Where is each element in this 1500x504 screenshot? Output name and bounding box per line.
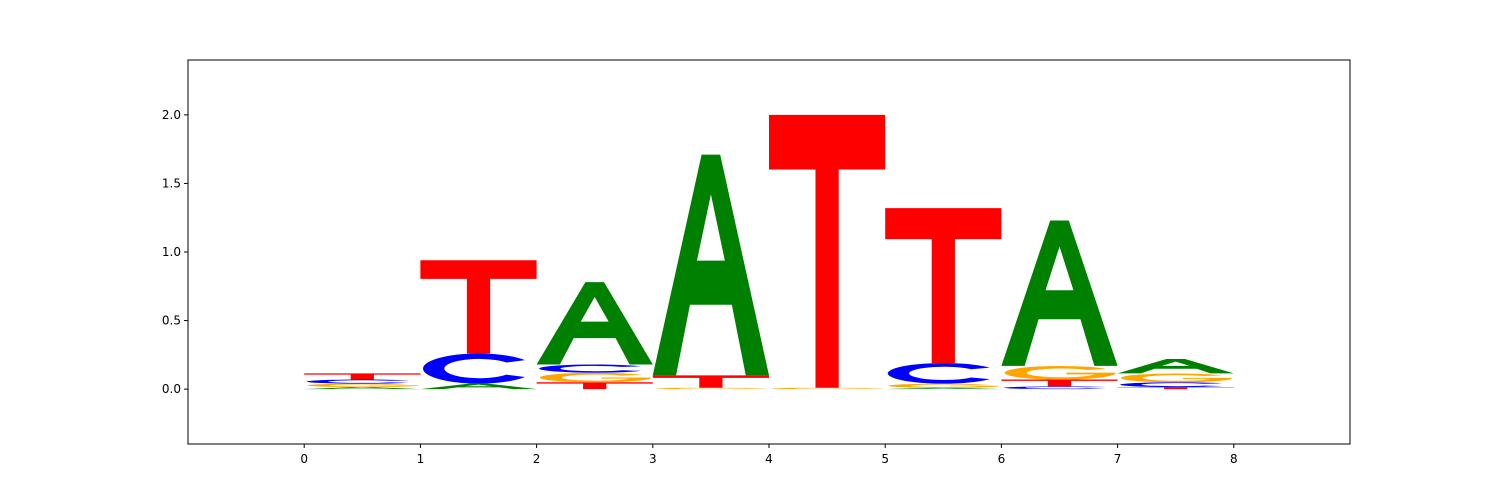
logo-letter-c — [887, 363, 990, 384]
logo-letter-g — [1120, 373, 1232, 383]
y-tick-label: 0.0 — [162, 382, 181, 396]
y-tick-label: 0.5 — [162, 314, 181, 328]
logo-letter-t — [420, 260, 537, 354]
y-tick-label: 1.0 — [162, 245, 181, 259]
logo-letter-g — [1004, 365, 1116, 380]
x-tick-label: 8 — [1230, 452, 1238, 466]
logo-letter-g — [772, 387, 883, 390]
logo-letter-t — [536, 382, 653, 390]
logo-column — [652, 154, 769, 390]
x-tick-label: 1 — [417, 452, 425, 466]
logo-column — [420, 260, 537, 390]
x-tick-label: 7 — [1114, 452, 1122, 466]
logo-letter-g — [307, 383, 419, 388]
logo-letter-a — [1117, 358, 1234, 374]
logo-column — [1001, 220, 1118, 390]
x-tick-label: 6 — [998, 452, 1006, 466]
logo-column — [1117, 358, 1234, 390]
logo-letter-c — [306, 379, 409, 384]
x-tick-label: 3 — [649, 452, 657, 466]
logo-letter-t — [885, 208, 1002, 364]
x-tick-label: 4 — [765, 452, 773, 466]
logo-letter-c — [539, 364, 642, 373]
logo-letter-t — [1001, 379, 1118, 387]
x-tick-label: 0 — [300, 452, 308, 466]
logo-column — [536, 282, 653, 390]
logo-letter-a — [304, 387, 421, 390]
logo-letter-g — [656, 387, 767, 390]
logo-letter-t — [304, 373, 421, 380]
logo-letter-t — [652, 375, 769, 388]
logo-letter-a — [652, 154, 769, 376]
logo-column — [885, 208, 1002, 390]
logo-letter-t — [769, 114, 886, 388]
x-axis: 0 1 2 3 4 5 6 7 8 — [300, 444, 1238, 466]
logo-letter-a — [420, 383, 537, 390]
logo-letter-c — [1120, 382, 1223, 388]
logo-letter-t — [1117, 387, 1234, 390]
x-tick-label: 5 — [881, 452, 889, 466]
y-tick-label: 1.5 — [162, 176, 181, 190]
logo-letter-a — [885, 387, 1002, 390]
logo-column — [304, 373, 421, 390]
y-tick-label: 2.0 — [162, 108, 181, 122]
logo-letter-g — [539, 372, 651, 383]
logo-letter-c — [1003, 386, 1106, 390]
y-axis: 0.0 0.5 1.0 1.5 2.0 — [162, 108, 188, 396]
logo-column — [769, 114, 886, 390]
x-tick-label: 2 — [533, 452, 541, 466]
logo-letter-c — [422, 353, 525, 384]
logo-letter-g — [888, 383, 1000, 388]
logo-letter-a — [536, 282, 653, 365]
logo-letters — [304, 114, 1234, 390]
logo-letter-a — [1001, 220, 1118, 366]
